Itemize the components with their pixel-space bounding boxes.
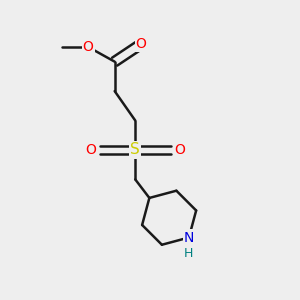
Text: N: N <box>184 230 194 244</box>
Text: H: H <box>184 247 194 260</box>
Text: O: O <box>136 37 147 51</box>
Text: O: O <box>174 143 185 157</box>
Text: O: O <box>83 40 94 54</box>
Text: O: O <box>86 143 97 157</box>
Text: S: S <box>130 142 140 158</box>
